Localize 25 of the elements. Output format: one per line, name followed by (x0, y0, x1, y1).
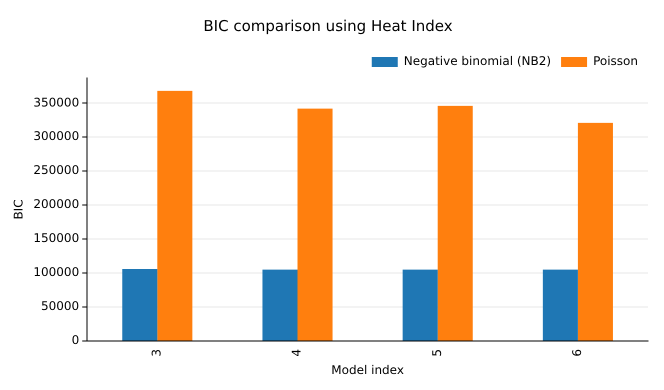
bar (262, 270, 298, 340)
chart-title: BIC comparison using Heat Index (203, 16, 453, 35)
y-tick-label: 350000 (33, 95, 80, 110)
y-tick-label: 200000 (33, 197, 80, 212)
y-tick-label: 0 (72, 333, 80, 348)
x-tick-label: 4 (290, 348, 304, 357)
y-tick-label: 150000 (33, 231, 80, 246)
bar (542, 270, 578, 340)
bar (298, 108, 333, 340)
bar (157, 90, 192, 340)
bar (578, 122, 613, 340)
legend-label: Poisson (593, 54, 638, 68)
y-axis-title: BIC (11, 199, 26, 220)
y-tick-label: 250000 (33, 163, 80, 178)
x-tick-label: 3 (149, 348, 164, 357)
bar (122, 268, 158, 340)
bar (402, 270, 438, 340)
x-axis-title: Model index (331, 362, 404, 377)
bar (438, 106, 473, 340)
y-tick-label: 100000 (33, 265, 80, 280)
x-tick-label: 5 (430, 348, 444, 357)
y-tick-label: 300000 (33, 129, 80, 144)
x-tick-label: 6 (570, 348, 584, 357)
y-tick-label: 50000 (41, 299, 80, 314)
legend-label: Negative binomial (NB2) (404, 54, 552, 68)
